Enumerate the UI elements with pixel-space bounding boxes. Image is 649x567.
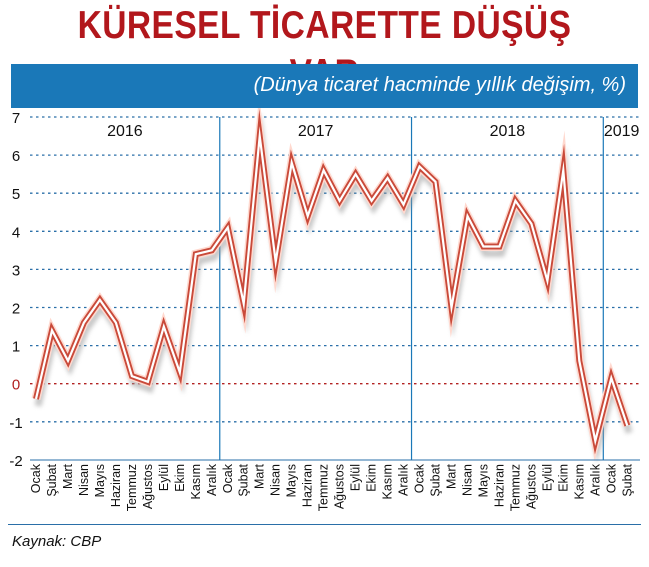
x-tick-label: Eylül (349, 464, 363, 491)
x-tick-label: Mayıs (285, 464, 299, 497)
x-tick-label: Ocak (221, 463, 235, 493)
y-tick-label: 2 (12, 301, 20, 318)
x-tick-label: Aralık (205, 463, 219, 496)
x-tick-label: Mayıs (93, 464, 107, 497)
x-tick-label: Ekim (173, 464, 187, 492)
chart-subtitle: (Dünya ticaret hacminde yıllık değişim, … (253, 74, 626, 96)
x-tick-label: Aralık (588, 463, 602, 496)
source-divider (8, 524, 641, 525)
x-tick-label: Kasım (189, 464, 203, 499)
year-label: 2016 (107, 123, 143, 140)
x-tick-label: Haziran (492, 464, 506, 507)
source-note: Kaynak: CBP (12, 533, 102, 550)
y-tick-label: 6 (12, 148, 20, 165)
x-tick-label: Aralık (397, 463, 411, 496)
x-tick-label: Nisan (77, 464, 91, 496)
series-trade-volume (31, 108, 633, 464)
x-tick-label: Ocak (29, 463, 43, 493)
y-tick-label: 5 (12, 186, 20, 203)
x-tick-label: Temmuz (125, 464, 139, 511)
series-highlight (34, 126, 629, 446)
x-axis-ticks: Ocak Şubat Mart Nisan Mayıs Haziran Temmuz Ağus… (29, 463, 634, 511)
x-tick-label: Eylül (540, 464, 554, 491)
year-label: 2018 (490, 123, 526, 140)
y-tick-label: 4 (12, 224, 20, 241)
x-tick-label: Temmuz (508, 464, 522, 511)
x-tick-label: Ağustos (524, 464, 538, 509)
x-tick-label: Ağustos (333, 464, 347, 509)
y-tick-label: 3 (12, 262, 20, 279)
x-tick-label: Haziran (109, 464, 123, 507)
x-tick-label: Haziran (301, 464, 315, 507)
year-labels: 2016 2017 2018 2019 (107, 123, 639, 140)
x-tick-label: Kasım (381, 464, 395, 499)
x-tick-label: Mart (444, 463, 458, 489)
y-tick-label: 0 (12, 377, 20, 394)
year-label: 2017 (298, 123, 334, 140)
y-tick-label: 7 (12, 110, 20, 127)
chart-title: KÜRESEL TİCARETTE DÜŞÜŞ VAR (77, 4, 572, 95)
x-tick-label: Eylül (157, 464, 171, 491)
subtitle-banner: (Dünya ticaret hacminde yıllık değişim, … (11, 64, 638, 108)
x-tick-label: Mart (61, 463, 75, 489)
y-tick-label: -2 (9, 453, 22, 470)
y-tick-label: -1 (9, 415, 22, 432)
x-tick-label: Şubat (237, 463, 251, 496)
x-tick-label: Temmuz (317, 464, 331, 511)
x-tick-label: Şubat (45, 463, 59, 496)
x-tick-label: Mart (253, 463, 267, 489)
x-tick-label: Ağustos (141, 464, 155, 509)
year-label: 2019 (604, 123, 640, 140)
x-tick-label: Ekim (365, 464, 379, 492)
y-axis-ticks: 7 6 5 4 3 2 1 0 -1 -2 (9, 110, 22, 470)
x-tick-label: Ocak (604, 463, 618, 493)
x-tick-label: Nisan (269, 464, 283, 496)
x-tick-label: Mayıs (476, 464, 490, 497)
series-line (33, 108, 631, 455)
x-tick-label: Ocak (413, 463, 427, 493)
x-tick-label: Şubat (620, 463, 634, 496)
x-tick-label: Nisan (460, 464, 474, 496)
x-tick-label: Şubat (429, 463, 443, 496)
y-tick-label: 1 (12, 339, 20, 356)
x-tick-label: Kasım (572, 464, 586, 499)
x-tick-label: Ekim (556, 464, 570, 492)
